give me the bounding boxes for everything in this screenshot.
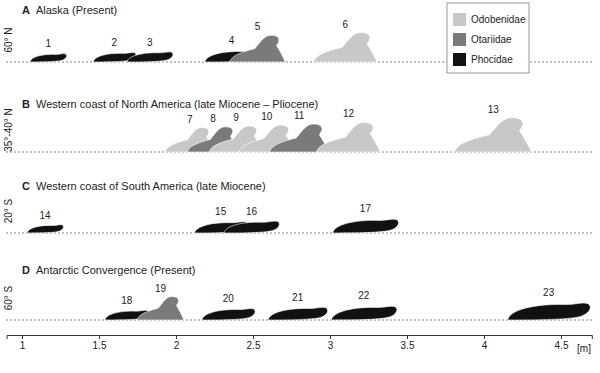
panel-title: A Alaska (Present) (22, 4, 117, 16)
animal-number: 4 (229, 35, 235, 46)
x-tick: 2 (174, 335, 180, 351)
legend-frame (447, 3, 529, 73)
x-tick: 1 (20, 335, 26, 351)
animal-number: 21 (292, 292, 304, 303)
x-tick-mark (253, 335, 254, 339)
panel-letter: B (22, 98, 30, 110)
x-tick: 3 (328, 335, 334, 351)
chart: AAlaska (Present)60° N123456BWestern coa… (0, 0, 600, 373)
x-tick-mark (99, 335, 100, 339)
animal-silhouette (317, 122, 381, 152)
panel-letter: D (22, 264, 30, 276)
panel-title-text: Antarctic Convergence (Present) (36, 264, 196, 276)
x-tick-mark (22, 335, 23, 339)
animal-silhouette (268, 307, 328, 320)
panel-title: C Western coast of South America (late Mi… (22, 180, 266, 192)
animal-number: 16 (246, 206, 258, 217)
panel-title: D Antarctic Convergence (Present) (22, 264, 196, 276)
animal-number: 5 (255, 21, 261, 32)
x-tick: 3.5 (401, 335, 415, 351)
marks (27, 33, 590, 321)
legend-label: Odobenidae (471, 14, 526, 25)
animal-number: 9 (233, 112, 239, 123)
x-axis: 1 1.5 2 2.5 3 3.5 4 4.5 (7, 335, 592, 351)
animal-silhouette (333, 219, 399, 233)
latitude-label: 20° S (3, 198, 14, 223)
animal-number: 7 (187, 114, 193, 125)
animal-silhouette (331, 306, 397, 320)
animal-number: 20 (223, 293, 235, 304)
animal-number: 17 (360, 203, 372, 214)
legend-swatch (453, 13, 466, 26)
animal-number: 8 (210, 113, 216, 124)
animal-number: 22 (358, 290, 370, 301)
animal-number: 11 (294, 110, 305, 121)
animal-number: 2 (112, 37, 118, 48)
x-tick-label: 3 (328, 340, 334, 351)
x-tick-label: 1.5 (93, 340, 107, 351)
x-tick-label: 4 (482, 340, 488, 351)
animal-number: 18 (121, 295, 133, 306)
animal-silhouette (508, 303, 591, 320)
panel-baseline (6, 233, 592, 234)
x-tick: 4.5 (555, 335, 569, 351)
x-tick-mark (407, 335, 408, 339)
panel-title-text: Western coast of North America (late Mio… (36, 98, 318, 110)
panel-letter: A (22, 4, 30, 16)
animal-number: 19 (155, 283, 167, 294)
x-tick: 1.5 (93, 335, 107, 351)
panel-title: B Western coast of North America (late Mi… (22, 98, 318, 110)
animal-silhouette (137, 297, 184, 321)
animal-number: 3 (147, 37, 153, 48)
panel-letter: C (22, 180, 30, 192)
x-tick-label: 4.5 (555, 340, 569, 351)
animal-silhouette (314, 33, 377, 63)
latitude-label: 60° N (3, 27, 14, 52)
animal-number: 13 (488, 104, 500, 115)
legend: Odobenidae Otariidae Phocidae (447, 3, 529, 73)
x-tick-mark (561, 335, 562, 339)
panel-title-text: Western coast of South America (late Mio… (36, 180, 266, 192)
x-tick-mark (484, 335, 485, 339)
x-tick-label: 1 (20, 340, 26, 351)
x-tick-mark (176, 335, 177, 339)
animal-silhouette (455, 118, 532, 152)
x-axis-line (7, 336, 592, 340)
animal-number: 15 (215, 206, 227, 217)
animal-silhouette (30, 54, 67, 62)
animal-number: 14 (40, 210, 52, 221)
latitude-label: 60° S (3, 285, 14, 310)
animal-number: 23 (543, 287, 555, 298)
x-tick: 4 (482, 335, 488, 351)
animal-silhouette (230, 35, 285, 62)
animal-silhouette (202, 309, 255, 320)
animal-silhouette (27, 225, 63, 233)
x-axis-title: [m] (577, 343, 591, 354)
legend-label: Otariidae (471, 34, 512, 45)
latitude-label: 35°-40° N (3, 108, 14, 152)
x-tick-mark (330, 335, 331, 339)
x-tick: 2.5 (247, 335, 261, 351)
x-tick-label: 3.5 (401, 340, 415, 351)
animal-number: 6 (343, 19, 349, 30)
legend-swatch (453, 33, 466, 46)
x-tick-label: 2 (174, 340, 180, 351)
animal-silhouette (224, 221, 279, 233)
animal-number: 10 (261, 111, 273, 122)
x-tick-label: 2.5 (247, 340, 261, 351)
text-layer: AAlaska (Present)60° N123456BWestern coa… (3, 4, 555, 310)
animal-number: 1 (45, 38, 51, 49)
animal-silhouette (127, 52, 173, 62)
legend-swatch (453, 53, 466, 66)
panel-title-text: Alaska (Present) (36, 4, 117, 16)
legend-label: Phocidae (471, 54, 513, 65)
animal-number: 12 (343, 108, 355, 119)
